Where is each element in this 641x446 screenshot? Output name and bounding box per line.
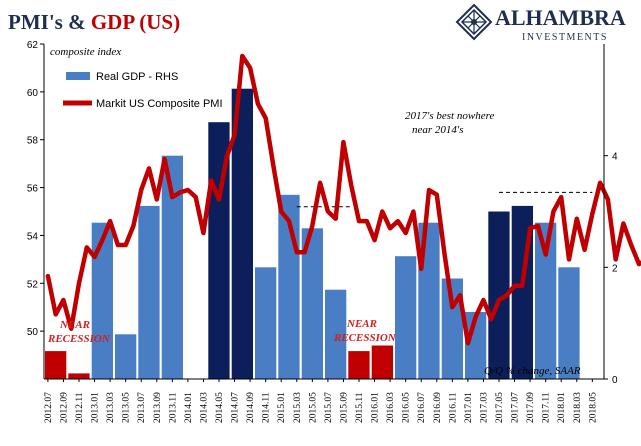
right-tick-label-2: 2: [612, 263, 618, 274]
logo-sub: INVESTMENTS: [522, 32, 608, 43]
x-tick-label-2015.05: 2015.05: [308, 392, 318, 423]
chart-title-part1: PMI's &: [8, 10, 91, 34]
x-tick-label-2013.09: 2013.09: [153, 392, 163, 423]
x-tick-label-2015.03: 2015.03: [293, 392, 303, 423]
gdp-bar-2014Q3: [231, 88, 253, 379]
gdp-bar-2015Q3: [325, 289, 347, 379]
x-tick-label-2018.03: 2018.03: [573, 392, 583, 423]
gdp-bar-2017Q4: [535, 222, 557, 379]
left-tick-label-60: 60: [27, 88, 39, 99]
x-tick-label-2018.01: 2018.01: [557, 392, 567, 423]
x-tick-label-2016.03: 2016.03: [386, 392, 396, 423]
pmi-line-group: [45, 53, 641, 346]
annotation-best-line2: near 2014's: [412, 124, 464, 136]
alhambra-logo: ALHAMBRA INVESTMENTS: [455, 3, 626, 43]
gdp-bars: [45, 88, 580, 380]
x-tick-label-2013.03: 2013.03: [106, 392, 116, 423]
gdp-bar-2012Q3: [45, 351, 67, 379]
gdp-bar-2013Q4: [161, 155, 183, 379]
x-tick-label-2014.05: 2014.05: [215, 392, 225, 423]
pmi-line: [45, 53, 641, 346]
left-tick-label-50: 50: [27, 327, 39, 338]
x-tick-label-2016.09: 2016.09: [433, 392, 443, 423]
left-tick-label-54: 54: [27, 231, 39, 242]
left-tick-label-58: 58: [27, 136, 39, 147]
chart-title: PMI's & GDP (US): [8, 10, 180, 34]
x-axis-ticks: 2012.07 2012.09 2012.11 2013.01 2013.03 2013.…: [44, 379, 598, 423]
left-axis-label: composite index: [50, 46, 121, 58]
right-axis-ticks: 0 2 4: [604, 152, 618, 386]
x-tick-label-2013.11: 2013.11: [168, 392, 178, 423]
x-tick-label-2017.01: 2017.01: [464, 392, 474, 423]
recession-label-2-line1: NEAR: [346, 318, 377, 330]
gdp-bar-2013Q3: [138, 205, 160, 379]
left-tick-label-56: 56: [27, 184, 39, 195]
x-tick-label-2012.07: 2012.07: [44, 392, 54, 423]
x-tick-label-2016.11: 2016.11: [448, 392, 458, 423]
x-tick-label-2014.09: 2014.09: [246, 392, 256, 423]
x-tick-label-2012.09: 2012.09: [59, 392, 69, 423]
legend: Real GDP - RHS Markit US Composite PMI: [63, 71, 223, 110]
right-tick-label-0: 0: [612, 375, 618, 386]
x-tick-label-2012.11: 2012.11: [75, 392, 85, 423]
gdp-bar-2014Q4: [255, 267, 277, 379]
x-tick-label-2013.01: 2013.01: [91, 392, 101, 423]
legend-label-pmi: Markit US Composite PMI: [96, 98, 223, 110]
left-axis-ticks: 50 52 54 56 58 60 62: [27, 40, 44, 338]
gdp-bar-2012Q4: [68, 373, 90, 379]
x-tick-label-2014.11: 2014.11: [262, 392, 272, 423]
recession-label-1-line2: RECESSION: [47, 333, 111, 345]
x-tick-label-2017.07: 2017.07: [511, 392, 521, 423]
gdp-bar-2013Q2: [115, 334, 137, 379]
gdp-bar-2017Q2: [488, 211, 510, 379]
gdp-bar-2015Q2: [301, 228, 323, 380]
gdp-bar-2016Q1: [371, 345, 393, 379]
gdp-bar-2013Q1: [91, 222, 113, 379]
x-tick-label-2017.05: 2017.05: [495, 392, 505, 423]
x-tick-label-2016.07: 2016.07: [417, 392, 427, 423]
reference-lines: [296, 191, 593, 208]
x-tick-label-2014.03: 2014.03: [199, 392, 209, 423]
x-tick-label-2017.09: 2017.09: [526, 392, 536, 423]
gdp-bar-2016Q4: [441, 278, 463, 379]
x-tick-label-2015.01: 2015.01: [277, 392, 287, 423]
gdp-bar-2015Q4: [348, 351, 370, 379]
x-tick-label-2014.01: 2014.01: [184, 392, 194, 423]
x-tick-label-2015.07: 2015.07: [324, 392, 334, 423]
x-tick-label-2017.11: 2017.11: [542, 392, 552, 423]
x-tick-label-2015.11: 2015.11: [355, 392, 365, 423]
recession-label-1-line1: NEAR: [59, 319, 90, 331]
gdp-bar-2018Q1: [558, 267, 580, 379]
x-tick-label-2017.03: 2017.03: [479, 392, 489, 423]
right-tick-label-4: 4: [612, 152, 618, 163]
gdp-bar-2016Q2: [395, 256, 417, 379]
legend-swatch-gdp: [66, 72, 90, 80]
left-tick-label-52: 52: [27, 279, 39, 290]
x-tick-label-2013.05: 2013.05: [122, 392, 132, 423]
recession-label-2-line2: RECESSION: [333, 332, 397, 344]
x-tick-label-2015.09: 2015.09: [339, 392, 349, 423]
right-axis-label: Q/Q % change, SAAR: [484, 365, 581, 377]
x-tick-label-2013.07: 2013.07: [137, 392, 147, 423]
alhambra-logo-icon: [455, 3, 493, 41]
legend-label-gdp: Real GDP - RHS: [96, 71, 178, 83]
x-tick-label-2018.05: 2018.05: [588, 392, 598, 423]
x-tick-label-2016.01: 2016.01: [371, 392, 381, 423]
chart-title-part2: GDP (US): [91, 10, 180, 34]
logo-name: ALHAMBRA: [495, 5, 626, 30]
annotation-best-line1: 2017's best nowhere: [405, 110, 494, 122]
x-tick-label-2014.07: 2014.07: [231, 392, 241, 423]
x-tick-label-2016.05: 2016.05: [402, 392, 412, 423]
left-tick-label-62: 62: [27, 40, 39, 51]
